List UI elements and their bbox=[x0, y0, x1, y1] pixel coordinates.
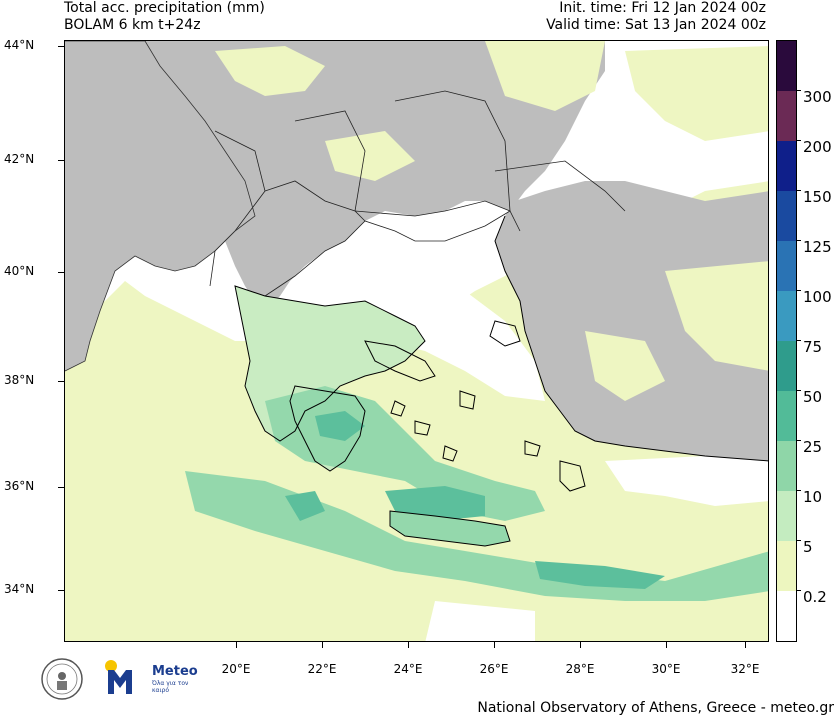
precip-core-25mm bbox=[315, 411, 365, 441]
colorbar-segment bbox=[777, 591, 796, 641]
colorbar-tick bbox=[796, 490, 801, 491]
colorbar-segment bbox=[777, 41, 796, 91]
lon-tick bbox=[494, 642, 495, 648]
colorbar-tick bbox=[796, 390, 801, 391]
lat-tick bbox=[58, 381, 64, 382]
italy-land bbox=[65, 41, 255, 371]
lat-label-38: 38°N bbox=[4, 373, 35, 387]
colorbar-segment bbox=[777, 91, 796, 141]
colorbar-label-75: 75 bbox=[803, 338, 823, 356]
precip-patch bbox=[665, 261, 768, 371]
title-line-2: BOLAM 6 km t+24z bbox=[64, 17, 201, 33]
lon-tick bbox=[580, 642, 581, 648]
precip-patch bbox=[485, 41, 605, 111]
noa-seal-icon bbox=[41, 658, 83, 700]
precip-patch bbox=[215, 46, 325, 96]
map-title: Total acc. precipitation (mm) BOLAM 6 km… bbox=[64, 0, 265, 34]
lon-label-24: 24°E bbox=[393, 662, 423, 676]
lon-tick bbox=[236, 642, 237, 648]
colorbar-segment bbox=[777, 391, 796, 441]
italy-coastline bbox=[65, 41, 256, 372]
precip-core-25mm bbox=[285, 491, 325, 521]
lat-tick bbox=[58, 160, 64, 161]
lat-tick bbox=[58, 590, 64, 591]
lon-label-28: 28°E bbox=[565, 662, 595, 676]
colorbar-segment bbox=[777, 291, 796, 341]
colorbar-label-200: 200 bbox=[803, 138, 832, 156]
lat-label-34: 34°N bbox=[4, 582, 35, 596]
colorbar-label-100: 100 bbox=[803, 288, 832, 306]
colorbar-segment bbox=[777, 491, 796, 541]
lon-tick bbox=[666, 642, 667, 648]
lat-tick bbox=[58, 487, 64, 488]
colorbar-segment bbox=[777, 241, 796, 291]
colorbar-tick bbox=[796, 90, 801, 91]
valid-time: Valid time: Sat 13 Jan 2024 00z bbox=[546, 17, 766, 33]
lat-tick bbox=[58, 272, 64, 273]
colorbar-tick bbox=[796, 440, 801, 441]
colorbar-tick bbox=[796, 340, 801, 341]
south-dry-area bbox=[425, 601, 535, 641]
precip-patch bbox=[325, 131, 415, 181]
lon-label-20: 20°E bbox=[221, 662, 251, 676]
meteo-brand: Meteo bbox=[152, 664, 198, 679]
colorbar-label-50: 50 bbox=[803, 388, 823, 406]
precip-band-10mm-south bbox=[185, 471, 768, 601]
colorbar-label-25: 25 bbox=[803, 438, 823, 456]
colorbar-segment bbox=[777, 341, 796, 391]
colorbar-segment bbox=[777, 441, 796, 491]
crete-outline bbox=[389, 510, 511, 547]
country-borders bbox=[209, 90, 626, 297]
footer-credit: National Observatory of Athens, Greece -… bbox=[477, 700, 834, 716]
colorbar-tick bbox=[796, 190, 801, 191]
turkey-land bbox=[495, 181, 768, 461]
precip-patch bbox=[625, 46, 768, 141]
precipitation-map bbox=[64, 40, 769, 642]
colorbar-label-300: 300 bbox=[803, 88, 832, 106]
greece-coastline bbox=[234, 285, 586, 492]
colorbar-tick bbox=[796, 290, 801, 291]
colorbar-label-125: 125 bbox=[803, 238, 832, 256]
colorbar-tick bbox=[796, 540, 801, 541]
lon-tick bbox=[408, 642, 409, 648]
colorbar-label-5: 5 bbox=[803, 538, 813, 556]
precip-patch bbox=[585, 331, 665, 401]
colorbar-label-0-2: 0.2 bbox=[803, 588, 827, 606]
aegean-dry-area bbox=[365, 291, 545, 401]
colorbar-tick bbox=[796, 590, 801, 591]
colorbar bbox=[776, 40, 797, 642]
colorbar-tick bbox=[796, 140, 801, 141]
time-info: Init. time: Fri 12 Jan 2024 00z Valid ti… bbox=[546, 0, 766, 34]
lon-label-32: 32°E bbox=[730, 662, 760, 676]
colorbar-tick bbox=[796, 240, 801, 241]
colorbar-segment bbox=[777, 191, 796, 241]
lon-tick bbox=[745, 642, 746, 648]
precip-core-25mm bbox=[535, 561, 665, 589]
meteo-logo-icon bbox=[105, 660, 132, 694]
lon-label-30: 30°E bbox=[651, 662, 681, 676]
logos bbox=[40, 656, 230, 702]
colorbar-segment bbox=[777, 141, 796, 191]
lon-tick bbox=[322, 642, 323, 648]
colorbar-label-10: 10 bbox=[803, 488, 823, 506]
lat-tick bbox=[58, 46, 64, 47]
init-time: Init. time: Fri 12 Jan 2024 00z bbox=[559, 0, 766, 16]
lat-label-40: 40°N bbox=[4, 264, 35, 278]
precip-core-25mm bbox=[385, 486, 485, 521]
lat-label-36: 36°N bbox=[4, 479, 35, 493]
colorbar-segment bbox=[777, 541, 796, 591]
colorbar-label-150: 150 bbox=[803, 188, 832, 206]
lon-label-26: 26°E bbox=[479, 662, 509, 676]
meteo-tagline: Όλα για τον καιρό bbox=[152, 680, 189, 694]
levantine-dry-area bbox=[605, 456, 768, 506]
lat-label-44: 44°N bbox=[4, 38, 35, 52]
lat-label-42: 42°N bbox=[4, 152, 35, 166]
turkey-coastline bbox=[494, 215, 768, 462]
title-line-1: Total acc. precipitation (mm) bbox=[64, 0, 265, 16]
lon-label-22: 22°E bbox=[307, 662, 337, 676]
